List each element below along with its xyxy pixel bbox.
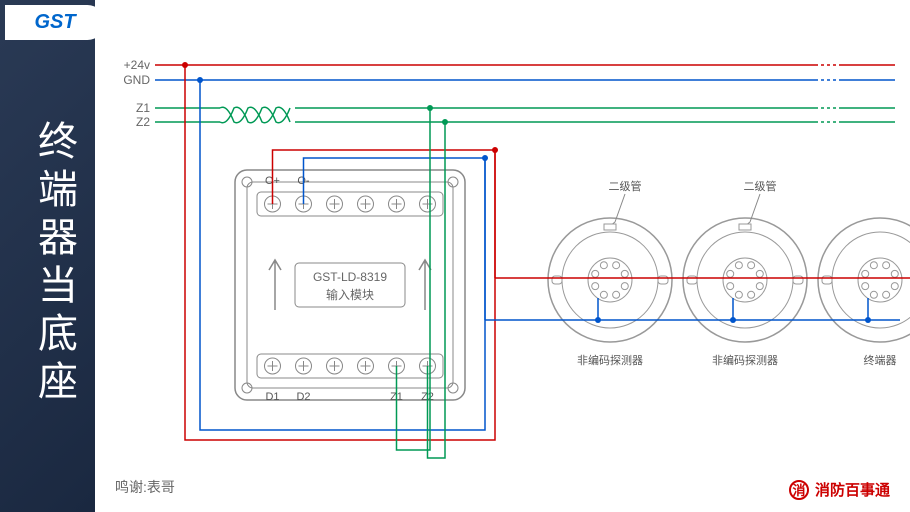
credit-label: 鸣谢: (115, 479, 147, 495)
footer-text: 消防百事通 (815, 479, 890, 500)
credit-line: 鸣谢:表哥 (115, 477, 175, 497)
svg-text:非编码探测器: 非编码探测器 (712, 353, 778, 367)
page-title: 终端器当底座 (25, 120, 83, 408)
sidebar: GST 终端器当底座 (0, 0, 95, 512)
svg-text:D1: D1 (265, 391, 279, 403)
credit-name: 表哥 (147, 479, 175, 495)
brand-logo: GST (5, 5, 105, 40)
svg-text:Z2: Z2 (136, 115, 150, 129)
svg-text:二级管: 二级管 (744, 179, 777, 193)
svg-text:终端器: 终端器 (864, 353, 897, 367)
svg-text:+24v: +24v (124, 58, 150, 72)
wiring-diagram: +24vGNDZ1Z2GST-LD-8319输入模块O+O-D1D2Z1Z2非编… (95, 0, 910, 512)
svg-text:GND: GND (123, 73, 150, 87)
svg-text:非编码探测器: 非编码探测器 (577, 353, 643, 367)
svg-text:Z1: Z1 (136, 101, 150, 115)
svg-text:二级管: 二级管 (609, 179, 642, 193)
footer-icon: 消 (789, 480, 809, 500)
svg-text:D2: D2 (296, 391, 310, 403)
svg-text:输入模块: 输入模块 (326, 287, 374, 302)
footer-brand: 消 消防百事通 (789, 479, 890, 500)
svg-text:GST-LD-8319: GST-LD-8319 (313, 270, 387, 284)
